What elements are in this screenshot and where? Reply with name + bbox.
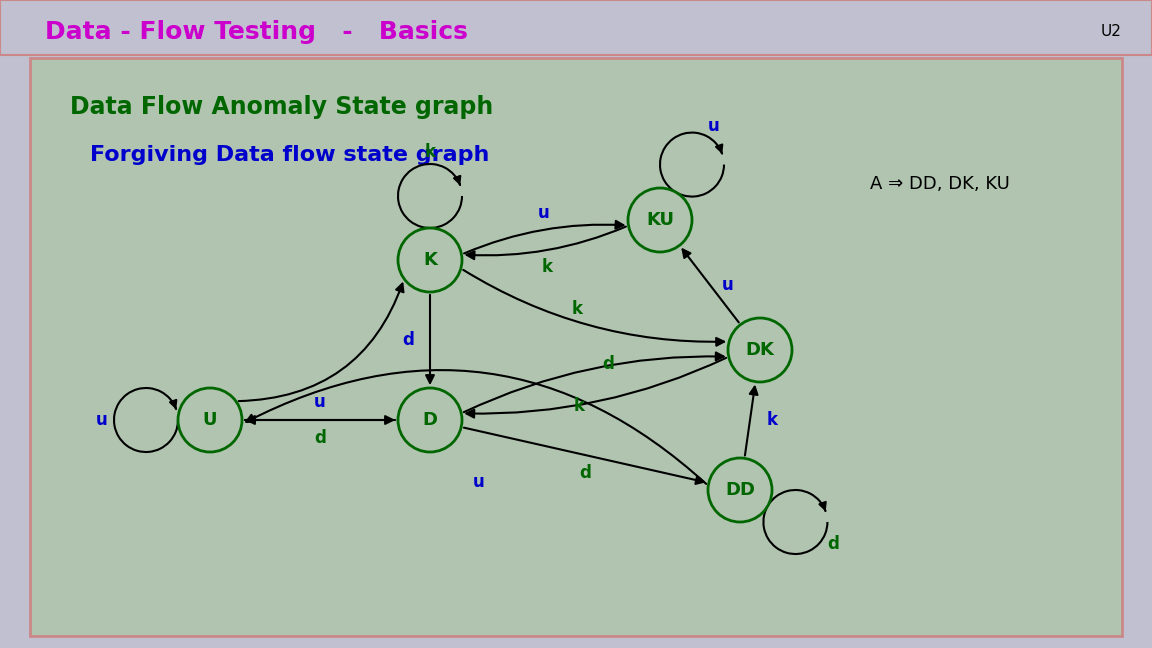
Circle shape: [397, 228, 462, 292]
Text: U2: U2: [1101, 25, 1122, 40]
Text: k: k: [424, 143, 435, 161]
FancyArrowPatch shape: [248, 416, 395, 424]
Circle shape: [708, 458, 772, 522]
FancyArrowPatch shape: [244, 416, 393, 424]
Text: u: u: [314, 393, 326, 411]
FancyBboxPatch shape: [30, 58, 1122, 636]
Text: DK: DK: [745, 341, 774, 359]
Text: K: K: [423, 251, 437, 269]
FancyArrowPatch shape: [464, 353, 723, 412]
Text: d: d: [827, 535, 840, 553]
FancyArrowPatch shape: [464, 221, 623, 253]
FancyArrowPatch shape: [426, 295, 434, 383]
FancyBboxPatch shape: [0, 0, 1152, 55]
Text: k: k: [571, 299, 583, 318]
FancyArrowPatch shape: [467, 358, 726, 417]
Text: A ⇒ DD, DK, KU: A ⇒ DD, DK, KU: [870, 175, 1010, 193]
FancyArrowPatch shape: [464, 428, 704, 484]
Text: Data Flow Anomaly State graph: Data Flow Anomaly State graph: [70, 95, 493, 119]
FancyArrowPatch shape: [463, 270, 723, 346]
FancyArrowPatch shape: [683, 249, 738, 323]
Circle shape: [628, 188, 692, 252]
Circle shape: [397, 388, 462, 452]
Text: DD: DD: [725, 481, 755, 499]
Circle shape: [179, 388, 242, 452]
FancyArrowPatch shape: [238, 284, 403, 401]
Text: u: u: [708, 117, 720, 135]
Text: u: u: [472, 473, 485, 491]
FancyArrowPatch shape: [467, 227, 626, 259]
Text: d: d: [314, 429, 326, 447]
Circle shape: [728, 318, 793, 382]
FancyArrowPatch shape: [745, 387, 758, 456]
Text: Forgiving Data flow state graph: Forgiving Data flow state graph: [90, 145, 490, 165]
Text: u: u: [96, 411, 108, 429]
Text: k: k: [541, 259, 552, 277]
Text: Data - Flow Testing   -   Basics: Data - Flow Testing - Basics: [45, 20, 468, 44]
Text: d: d: [579, 464, 591, 482]
Text: D: D: [423, 411, 438, 429]
Text: KU: KU: [646, 211, 674, 229]
Text: k: k: [766, 411, 778, 429]
Text: d: d: [402, 331, 414, 349]
Text: U: U: [203, 411, 218, 429]
Text: u: u: [538, 203, 550, 222]
FancyArrowPatch shape: [247, 370, 706, 484]
Text: k: k: [574, 397, 584, 415]
Text: d: d: [602, 354, 614, 373]
Text: u: u: [722, 276, 734, 294]
